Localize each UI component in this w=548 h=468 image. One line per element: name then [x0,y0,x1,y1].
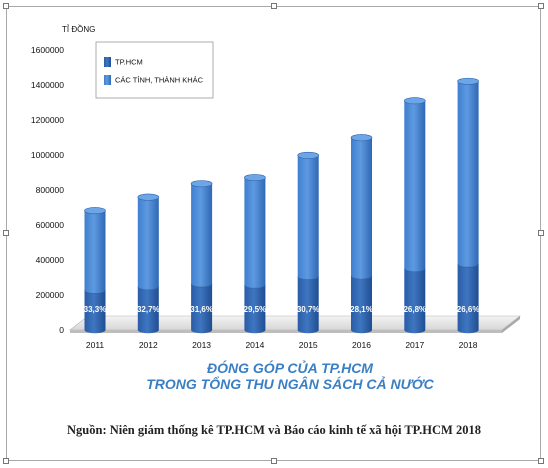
share-label: 33,3% [84,305,107,314]
bar-top-cap [190,180,213,188]
legend-box [95,41,214,99]
bar-other-provinces-2015 [297,155,319,280]
x-category-label: 2016 [352,340,371,350]
share-label: 28,1% [350,305,373,314]
share-label: 26,6% [457,305,480,314]
legend-swatch-tphcm [104,57,111,67]
bar-tphcm-2017 [404,268,426,334]
bar-segment-divider [350,275,373,280]
bar-segment-divider [137,286,160,291]
chart: TỈ ĐỒNG 0 200000 400000 600000 800000 1000000… [31,24,521,392]
share-label: 31,6% [190,305,213,314]
bar-top-cap [84,207,106,215]
x-category-label: 2015 [299,340,318,350]
bar-segment-divider [84,290,106,294]
y-tick-label: 200000 [36,290,65,300]
bar-top-cap [457,77,479,85]
chart-floor-side [502,316,520,333]
y-tick-label: 1600000 [31,45,64,55]
bar-tphcm-2018 [457,263,479,334]
bar-tphcm-2014 [244,285,266,334]
bar-other-provinces-2013 [191,183,213,287]
x-category-label: 2018 [459,340,478,350]
x-category-label: 2017 [405,340,424,350]
source-note: Nguồn: Niên giám thống kê TP.HCM và Báo … [67,423,481,437]
legend-label-other-provinces: CÁC TỈNH, THÀNH KHÁC [115,76,204,85]
bar-segment-divider [190,283,213,288]
bar-other-provinces-2017 [404,100,426,272]
y-tick-label: 1000000 [31,150,64,160]
bar-other-provinces-2018 [457,81,479,268]
bar-top-cap [244,174,266,182]
bar-tphcm-2015 [297,276,319,334]
chart-floor-top [69,315,521,331]
legend-swatch-other-provinces [104,75,111,85]
y-tick-label: 0 [59,325,64,335]
bar-other-provinces-2014 [244,177,266,289]
resize-handle-bottom-right[interactable] [538,458,544,464]
y-tick-label: 1200000 [31,115,64,125]
bar-top-cap [297,151,320,159]
resize-handle-bottom-left[interactable] [3,458,9,464]
legend: TP.HCM CÁC TỈNH, THÀNH KHÁC [95,41,214,99]
bar-segment-divider [404,268,426,273]
chart-floor-edge [70,330,502,333]
bar-top-cap [350,134,373,142]
bar-top-cap [137,193,160,201]
legend-label-tphcm: TP.HCM [115,58,143,67]
resize-handle-middle-left[interactable] [3,230,9,236]
resize-handle-top-left[interactable] [3,3,9,9]
chart-title-line-1: ĐÓNG GÓP CỦA TP.HCM [207,359,373,376]
resize-handle-middle-right[interactable] [538,230,544,236]
resize-handle-top-center[interactable] [271,3,277,9]
bar-other-provinces-2016 [351,137,372,280]
chart-title-line-2: TRONG TỔNG THU NGÂN SÁCH CẢ NƯỚC [146,375,434,392]
resize-handle-bottom-center[interactable] [271,458,277,464]
bar-top-cap [403,97,426,105]
y-tick-label: 400000 [36,255,65,265]
bar-other-provinces-2011 [84,210,106,294]
share-label: 32,7% [137,305,160,314]
bar-segment-divider [457,263,479,268]
x-category-label: 2013 [192,340,211,350]
bar-other-provinces-2012 [137,197,159,290]
y-tick-label: 800000 [36,185,65,195]
x-category-label: 2011 [86,340,105,350]
x-category-label: 2012 [139,340,158,350]
share-label: 29,5% [244,305,267,314]
bar-tphcm-2012 [137,286,159,334]
y-tick-label: 1400000 [31,80,64,90]
bar-segment-divider [244,284,266,289]
share-label: 26,8% [403,305,426,314]
bar-tphcm-2016 [351,275,372,334]
resize-handle-top-right[interactable] [538,3,544,9]
x-category-label: 2014 [245,340,264,350]
share-label: 30,7% [297,305,320,314]
y-axis-unit-label: TỈ ĐỒNG [62,24,95,34]
bar-segment-divider [297,276,319,280]
bar-tphcm-2013 [191,283,213,334]
y-tick-label: 600000 [36,220,65,230]
bar-tphcm-2011 [84,290,106,334]
